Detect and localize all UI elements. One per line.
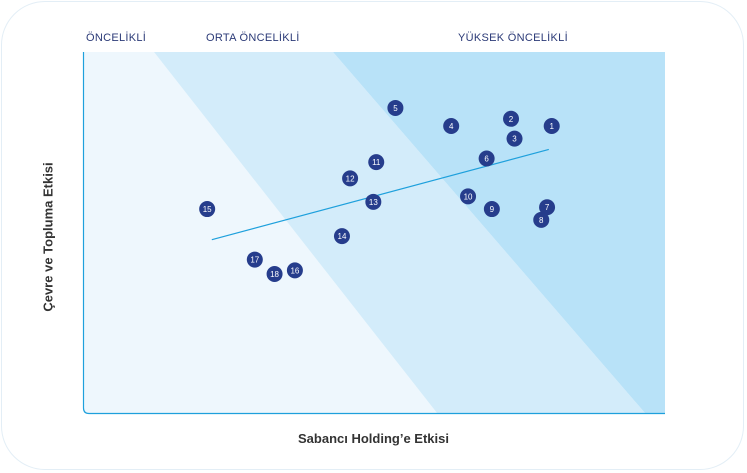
data-point-12 [342, 170, 359, 187]
data-point-label-6: 6 [484, 154, 489, 163]
x-axis-label: Sabancı Holding’e Etkisi [298, 431, 449, 446]
data-point-9 [483, 201, 500, 218]
data-point-label-12: 12 [346, 174, 355, 183]
data-point-18 [266, 266, 283, 283]
data-point-17 [246, 251, 263, 268]
data-point-label-4: 4 [449, 122, 454, 131]
data-point-label-14: 14 [338, 232, 347, 241]
data-point-10 [460, 188, 477, 205]
data-point-label-11: 11 [372, 158, 381, 167]
data-point-3 [506, 130, 523, 147]
y-axis-label: Çevre ve Topluma Etkisi [40, 162, 56, 312]
zone-area-oncelikli [84, 52, 437, 413]
zone-area-yuksek-oncelikli [333, 52, 665, 413]
data-point-label-18: 18 [270, 270, 279, 279]
data-point-4 [443, 118, 460, 135]
data-point-13 [365, 193, 382, 210]
data-point-5 [387, 99, 404, 116]
zone-area-orta-oncelikli [154, 52, 645, 413]
data-point-14 [333, 228, 350, 245]
data-point-label-17: 17 [250, 256, 259, 265]
data-point-label-10: 10 [464, 192, 473, 201]
data-point-6 [478, 150, 495, 167]
zone-label-orta-oncelikli: ORTA ÖNCELİKLİ [206, 32, 300, 44]
data-point-label-1: 1 [549, 122, 554, 131]
data-point-7 [539, 199, 556, 216]
data-point-label-8: 8 [539, 216, 544, 225]
data-point-label-2: 2 [509, 115, 514, 124]
data-point-label-5: 5 [393, 104, 398, 113]
data-point-16 [286, 262, 303, 279]
data-point-8 [533, 211, 550, 228]
data-point-11 [368, 154, 385, 171]
trend-line [211, 148, 549, 241]
data-point-15 [199, 201, 216, 218]
data-point-label-16: 16 [290, 266, 299, 275]
axes [82, 52, 665, 415]
zone-label-oncelikli: ÖNCELİKLİ [86, 32, 147, 44]
data-point-label-13: 13 [369, 198, 378, 207]
zone-label-yuksek-oncelikli: YÜKSEK ÖNCELİKLİ [458, 32, 568, 44]
data-point-1 [543, 118, 560, 135]
data-point-2 [503, 110, 520, 127]
data-point-label-15: 15 [203, 205, 212, 214]
data-point-label-7: 7 [545, 203, 550, 212]
data-point-label-3: 3 [512, 135, 517, 144]
data-point-label-9: 9 [490, 205, 495, 214]
